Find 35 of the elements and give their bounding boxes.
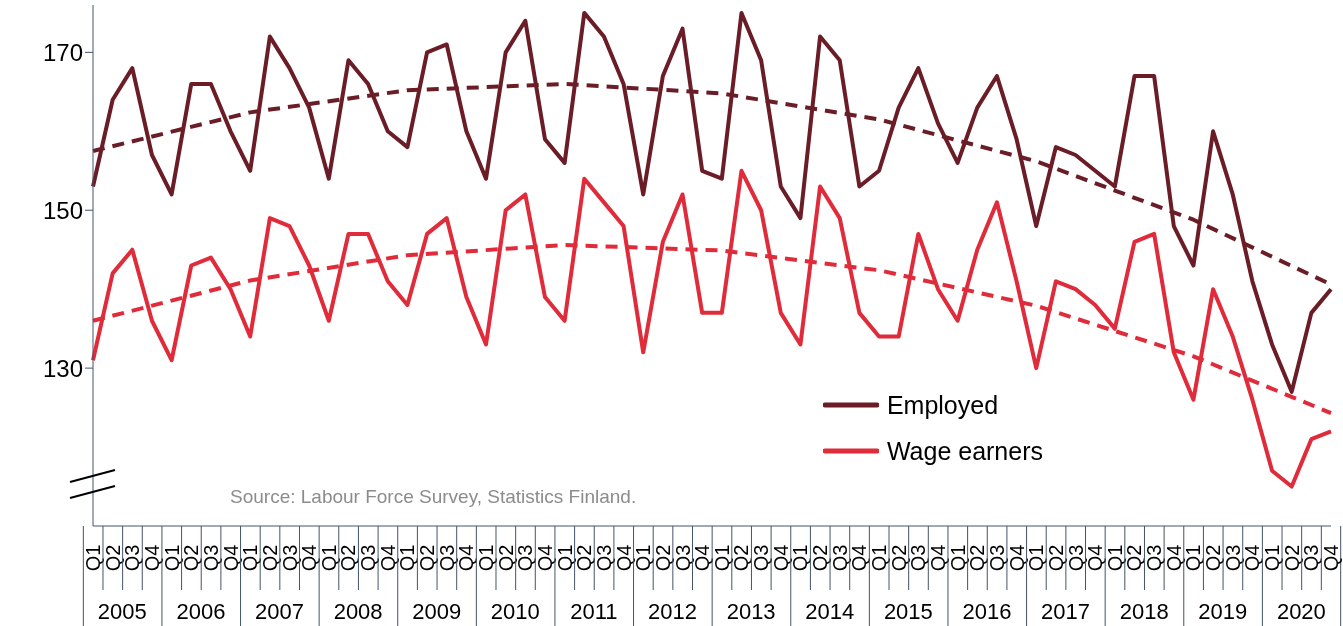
text: 2011 — [570, 599, 618, 624]
line-series — [91, 10, 1333, 394]
line-series — [91, 168, 1333, 489]
y-tick-label: 150 — [42, 196, 83, 224]
x-tick-label: Q3 — [750, 544, 773, 572]
text: 2007 — [255, 599, 305, 624]
text: 2008 — [333, 599, 383, 624]
text: 2020 — [1276, 599, 1326, 624]
legend-label: Wage earners — [886, 436, 1043, 466]
text: 2014 — [805, 599, 855, 624]
text: 2005 — [97, 599, 147, 624]
x-tick-label: Q2 — [416, 544, 439, 572]
legend-label: Employed — [886, 390, 999, 420]
x-tick-label: Q1 — [868, 544, 891, 572]
x-tick-label: Q1 — [475, 544, 498, 572]
text: 2012 — [648, 599, 698, 624]
text: 2010 — [490, 599, 540, 624]
text: 2009 — [412, 599, 462, 624]
y-tick-label: 130 — [42, 354, 83, 382]
text: 2006 — [176, 599, 226, 624]
x-tick-label: Q2 — [1202, 544, 1225, 572]
x-tick-label: Q3 — [357, 544, 380, 572]
y-tick-label: 170 — [42, 38, 83, 66]
x-tick-label: Q1 — [82, 544, 104, 572]
text: 2013 — [726, 599, 776, 624]
text: 2019 — [1198, 599, 1248, 624]
text: 2015 — [883, 599, 933, 624]
x-tick-label: Q3 — [1143, 544, 1166, 572]
x-tick-label: Q1 — [1261, 544, 1284, 572]
x-tick-label: Q4 — [1320, 544, 1342, 572]
text: 2018 — [1119, 599, 1169, 624]
annotation: Source: Labour Force Survey, Statistics Finland. — [230, 486, 637, 507]
text: 2017 — [1041, 599, 1091, 624]
text: 2016 — [962, 599, 1012, 624]
x-tick-label: Q2 — [809, 544, 832, 572]
